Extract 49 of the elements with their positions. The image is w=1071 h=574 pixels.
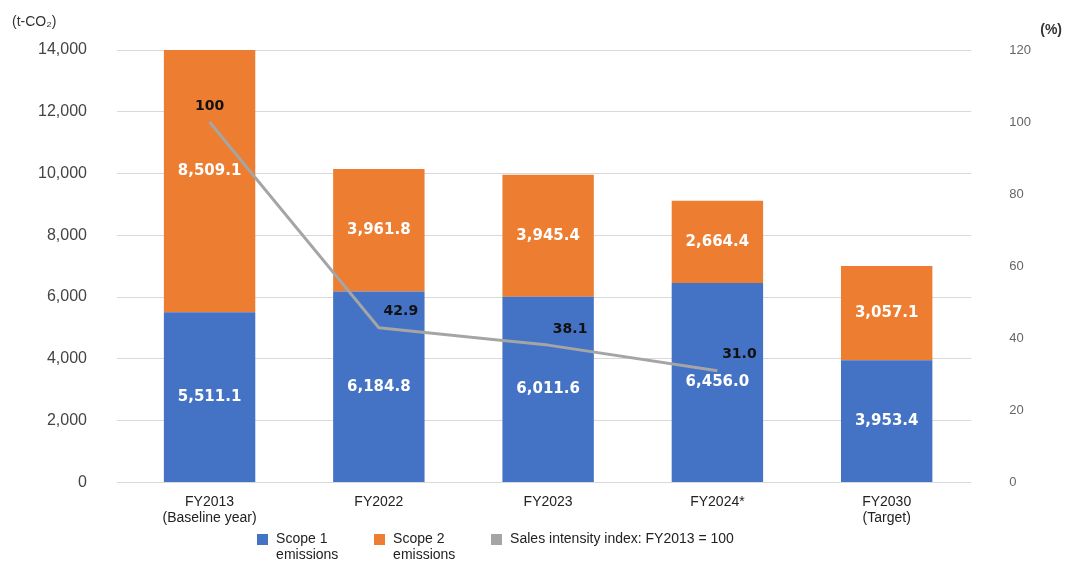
data-label: 8,509.1: [177, 160, 242, 179]
data-label: 6,184.8: [347, 376, 411, 395]
x-tick-label: FY2030 (Target): [862, 492, 912, 526]
y-tick-label: 4,000: [46, 349, 88, 367]
data-label: 3,057.1: [854, 302, 919, 321]
x-tick-label: FY2022: [354, 492, 404, 509]
y2-tick-label: 60: [1009, 257, 1024, 273]
data-label: 5,511.1: [177, 386, 242, 405]
bar: [502, 174, 594, 297]
y2-tick-label: 0: [1009, 473, 1017, 489]
data-label: 2,664.4: [685, 231, 750, 250]
y-tick-label: 10,000: [38, 163, 88, 181]
x-tick-label: FY2013 (Baseline year): [162, 492, 257, 526]
y-axis-title: (t-CO₂): [12, 12, 57, 29]
legend-label: Sales intensity index: FY2013 = 100: [510, 530, 734, 546]
y-tick-label: 6,000: [46, 287, 88, 305]
bar: [502, 296, 594, 482]
y2-tick-label: 80: [1009, 185, 1024, 201]
x-tick-label: FY2023: [523, 492, 573, 509]
y-tick-label: 8,000: [46, 225, 88, 243]
bar: [840, 360, 933, 482]
bar: [840, 265, 933, 361]
y-tick-label: 2,000: [46, 411, 88, 429]
data-label: 3,953.4: [854, 410, 919, 429]
y2-tick-label: 100: [1009, 113, 1032, 129]
bar: [333, 291, 425, 482]
y2-tick-label: 40: [1009, 329, 1024, 345]
data-label: 6,456.0: [685, 372, 750, 391]
legend-label: Scope 2 emissions: [393, 530, 457, 562]
y-tick-label: 0: [78, 472, 88, 490]
y2-axis-title: (%): [1040, 20, 1062, 37]
data-label: 42.9: [383, 302, 419, 319]
data-label: 38.1: [552, 319, 588, 336]
y2-tick-label: 20: [1009, 401, 1024, 417]
y-tick-label: 14,000: [38, 40, 88, 58]
bar: [671, 283, 764, 482]
data-label: 3,961.8: [347, 220, 411, 239]
data-label: 31.0: [722, 345, 757, 362]
bar: [163, 50, 256, 313]
data-label: 6,011.6: [516, 379, 580, 398]
y-tick-label: 12,000: [38, 102, 88, 120]
data-label: 3,945.4: [516, 225, 580, 244]
data-label: 100: [194, 96, 225, 113]
bar: [671, 200, 764, 283]
legend-label: Scope 1 emissions: [276, 530, 340, 562]
y2-tick-label: 120: [1009, 41, 1032, 57]
bar: [163, 312, 256, 482]
x-tick-label: FY2024*: [690, 492, 746, 509]
bar: [333, 169, 425, 292]
